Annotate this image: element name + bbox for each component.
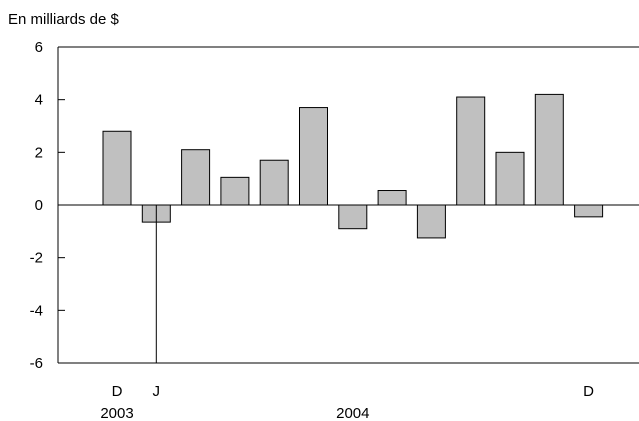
bar	[534, 93, 564, 206]
bar	[338, 204, 368, 230]
y-tick-label: -2	[30, 250, 43, 267]
x-year-label: 2004	[336, 405, 369, 421]
bar	[299, 107, 328, 206]
bar	[181, 149, 211, 206]
y-tick-label: 4	[35, 92, 43, 109]
bar	[220, 176, 250, 206]
bar	[456, 96, 486, 206]
y-tick-label: 6	[35, 39, 43, 56]
bar	[416, 204, 446, 239]
y-tick-label: -6	[30, 355, 43, 372]
bars	[102, 93, 604, 239]
x-year-label: 2003	[100, 405, 133, 421]
x-tick-label: J	[153, 383, 161, 400]
axes	[57, 46, 639, 364]
x-tick-label: D	[112, 383, 123, 400]
bar	[259, 159, 289, 206]
y-axis-unit-label: En milliards de $	[8, 11, 120, 28]
x-axis-labels: D J D 2003 2004	[100, 383, 594, 421]
y-tick-label: 2	[35, 144, 43, 161]
x-tick-label: D	[583, 383, 594, 400]
bar	[495, 151, 525, 206]
y-tick-label: 0	[35, 197, 43, 214]
bar	[377, 190, 407, 206]
bar	[574, 204, 604, 218]
bar	[102, 130, 132, 206]
y-tick-label: -4	[30, 302, 43, 319]
